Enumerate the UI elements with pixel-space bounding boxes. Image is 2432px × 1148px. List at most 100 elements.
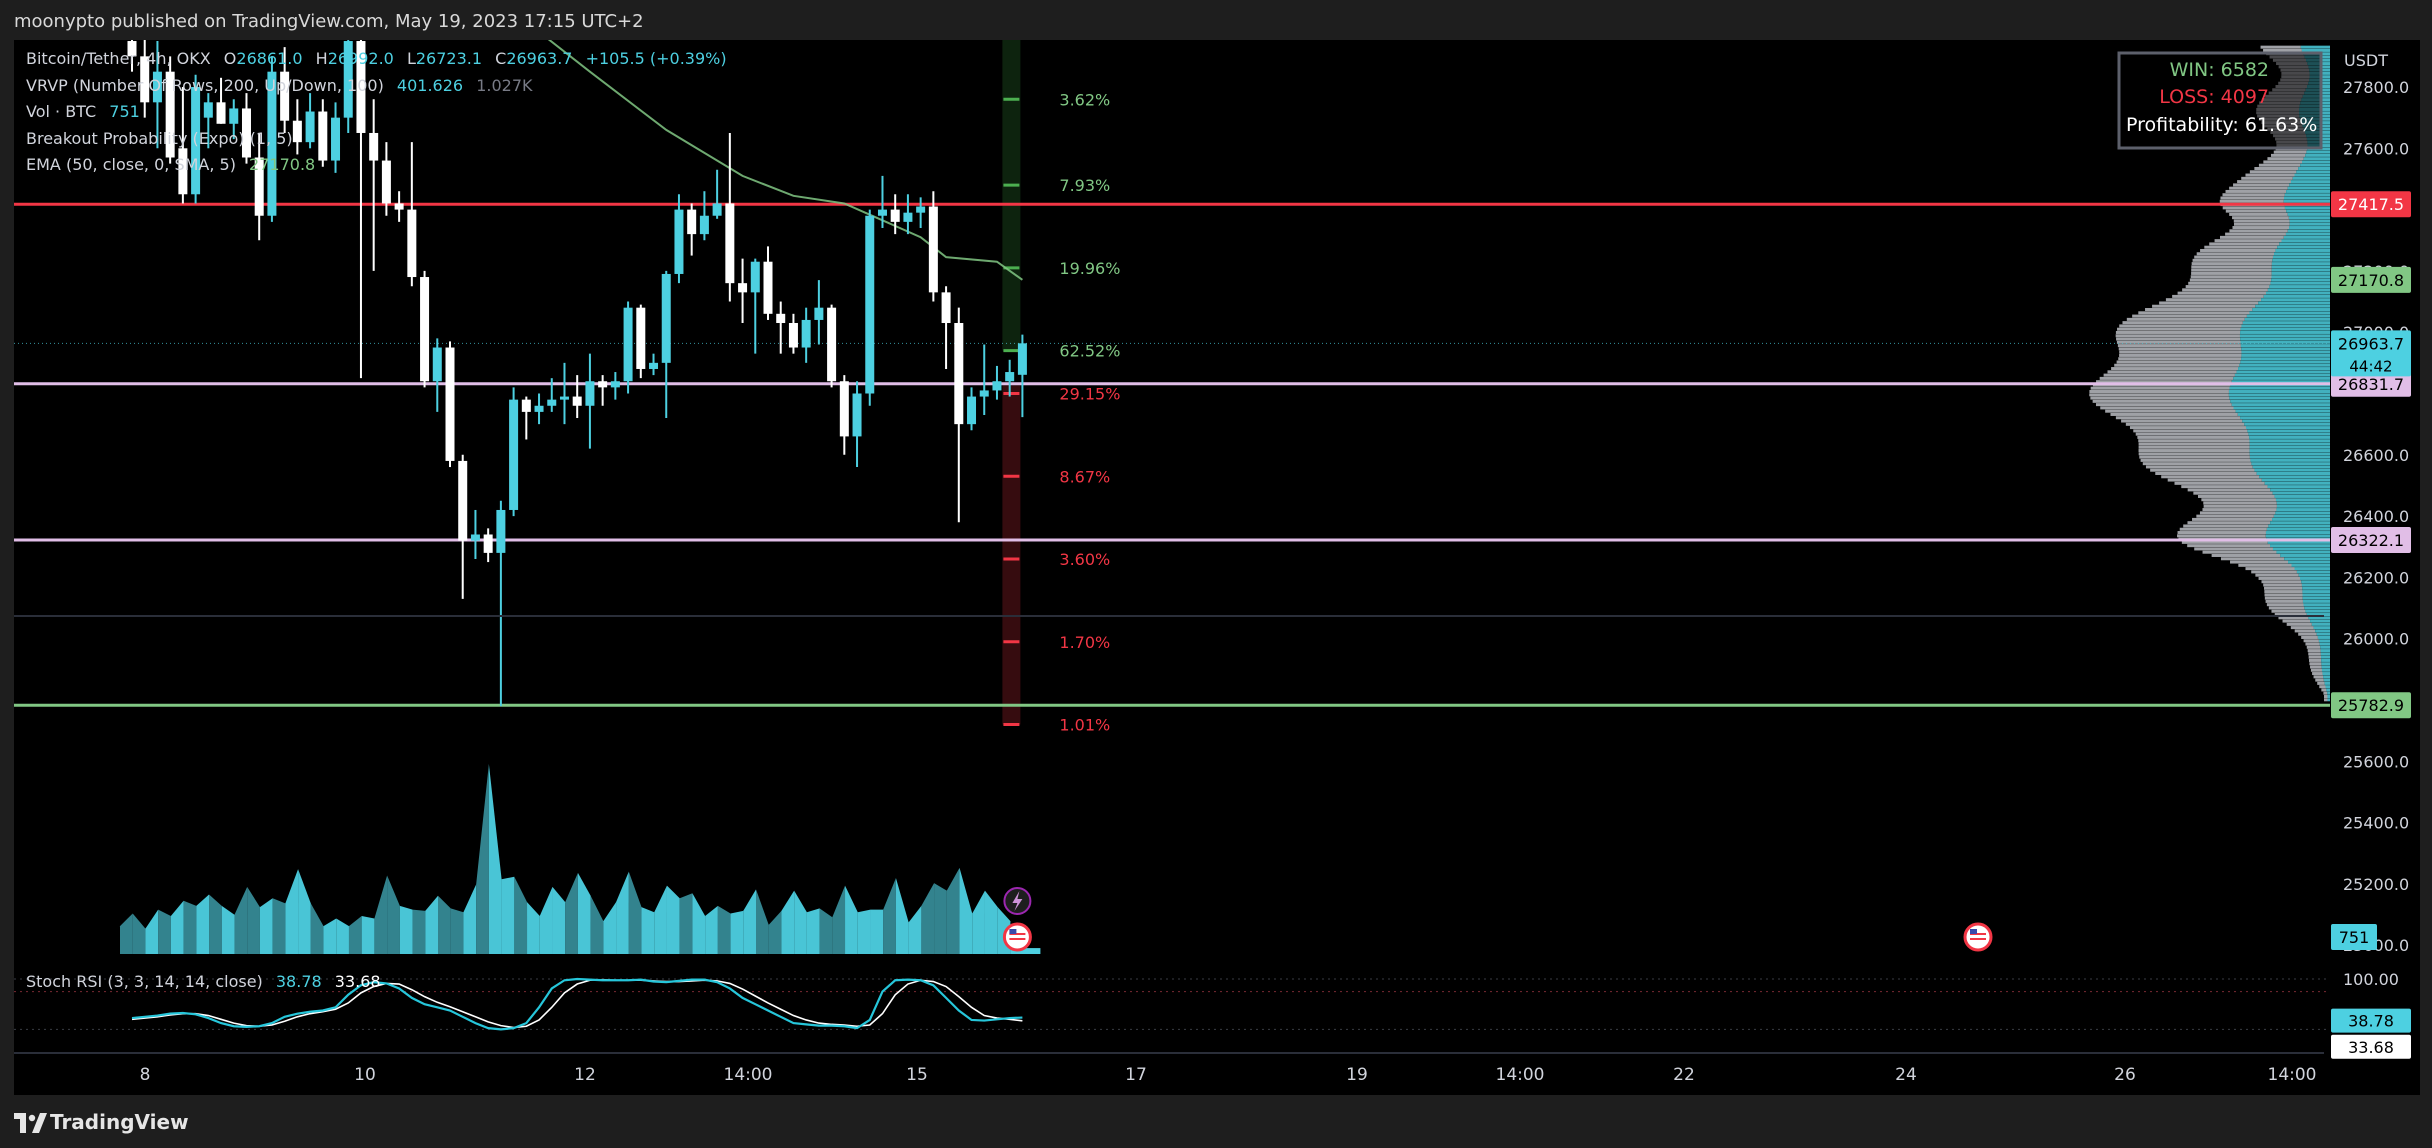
volume-area-segment <box>717 905 731 954</box>
volume-profile-row <box>2271 609 2306 613</box>
volume-profile-row-up <box>2240 360 2330 364</box>
tradingview-brand[interactable]: TradingView <box>50 1110 189 1134</box>
legend-symbol-line[interactable]: Bitcoin/Tether, 4h, OKX O26861.0 H26992.… <box>26 49 727 68</box>
time-tick-label: 12 <box>574 1065 596 1085</box>
tradingview-logo-icon[interactable] <box>14 1113 48 1135</box>
volume-profile-row <box>2194 255 2273 259</box>
volume-profile-row <box>2182 288 2268 292</box>
volume-profile-row <box>2177 291 2266 295</box>
volume-profile-row <box>2263 160 2303 164</box>
level-price-tag <box>2331 370 2411 397</box>
volume-profile-row <box>2202 550 2277 554</box>
candle-body <box>509 399 519 510</box>
volume-profile-row <box>2321 688 2327 692</box>
volume-profile-row-up <box>2287 229 2330 233</box>
volume-area-segment <box>870 909 884 954</box>
breakout-probability-layer: 3.62% 7.93% 19.96% 62.52% 29.15% 8.67% 3.60% 1.… <box>1002 40 1120 735</box>
legend-ema[interactable]: EMA (50, close, 0, SMA, 5) 27170.8 <box>26 155 315 174</box>
candle-body <box>788 323 798 348</box>
volume-profile-row-up <box>2302 160 2330 164</box>
volume-profile-row <box>2121 419 2243 423</box>
volume-area-segment <box>603 902 617 954</box>
volume-profile-row <box>2174 481 2265 485</box>
candle <box>534 393 544 425</box>
volume-profile-row <box>2263 583 2302 587</box>
candle <box>305 93 315 149</box>
candle <box>203 93 213 149</box>
volume-profile-row-up <box>2237 412 2330 416</box>
candle <box>458 454 468 599</box>
volume-profile-row <box>2110 412 2238 416</box>
candle-body <box>801 319 811 348</box>
candle-body <box>992 381 1002 391</box>
volume-profile-row <box>2115 416 2241 420</box>
volume-profile-row-up <box>2325 685 2330 689</box>
volume-profile-row-up <box>2229 386 2330 390</box>
volume-profile-row <box>2225 189 2287 193</box>
volume-profile-row <box>2249 170 2297 174</box>
candle <box>420 270 430 388</box>
level-price-tag-text: 26831.7 <box>2338 375 2404 394</box>
candle <box>331 102 341 173</box>
volume-profile-row <box>2191 265 2272 269</box>
volume-profile-row <box>2118 357 2242 361</box>
volume-profile-row <box>2323 691 2328 695</box>
legend-vrvp[interactable]: VRVP (Number Of Rows, 200, Up/Down, 100)… <box>26 76 533 95</box>
flag-stripe <box>1970 938 1986 940</box>
legend-breakout[interactable]: Breakout Probability (Expo) (1, 5) <box>26 129 293 148</box>
volume-profile-row-up <box>2279 242 2330 246</box>
candle <box>229 99 239 140</box>
volume-profile-row-up <box>2235 409 2330 413</box>
volume-profile-row-up <box>2294 173 2330 177</box>
volume-area-segment <box>679 893 693 954</box>
volume-profile-row <box>2232 216 2289 220</box>
candle-body <box>394 203 404 210</box>
volume-area-segment <box>781 890 795 954</box>
candle <box>992 365 1002 400</box>
volume-profile-row <box>2219 199 2284 203</box>
candle-body <box>598 381 608 388</box>
volume-profile-row-up <box>2252 308 2330 312</box>
volume-profile-row <box>2126 317 2245 321</box>
candle-body <box>827 307 837 382</box>
volume-profile-row <box>2298 632 2317 636</box>
candle-body <box>750 261 760 293</box>
candle <box>979 344 989 415</box>
volume-profile-row <box>2268 606 2305 610</box>
volume-area-segment <box>666 885 680 954</box>
candle-body <box>420 277 430 382</box>
candle <box>623 301 633 394</box>
candle-body <box>636 307 646 369</box>
legend-stoch-rsi[interactable]: Stoch RSI (3, 3, 14, 14, close) 38.78 33… <box>26 972 381 991</box>
volume-profile-row-up <box>2249 452 2330 456</box>
volume-profile-row-up <box>2261 478 2330 482</box>
volume-profile-row <box>2233 222 2290 226</box>
volume-profile-row <box>2229 212 2288 216</box>
candle <box>216 77 226 124</box>
chart-frame[interactable]: 3.62% 7.93% 19.96% 62.52% 29.15% 8.67% 3.60% 1.… <box>14 10 2420 1095</box>
candle-body <box>127 41 137 57</box>
volume-profile-row-up <box>2267 288 2330 292</box>
time-tick-label: 15 <box>906 1065 928 1085</box>
volume-profile-row <box>2219 235 2284 239</box>
volume-profile-row-up <box>2321 668 2330 672</box>
volume-profile-row <box>2278 616 2309 620</box>
volume-profile-row-up <box>2245 426 2330 430</box>
price-tick-label: 26200.0 <box>2343 568 2409 587</box>
volume-profile-row-up <box>2276 501 2330 505</box>
volume-profile-row-up <box>2241 353 2330 357</box>
volume-profile-row-up <box>2241 324 2330 328</box>
volume-profile-row <box>2138 449 2250 453</box>
volume-area-segment <box>120 913 133 954</box>
volume-profile-row-up <box>2300 163 2330 167</box>
volume-profile-row-up <box>2240 340 2330 344</box>
level-price-tag-text: 25782.9 <box>2338 696 2404 715</box>
legend-vol[interactable]: Vol · BTC 751 <box>26 102 140 121</box>
candle-body <box>725 203 735 284</box>
candle-body <box>941 292 951 324</box>
volume-profile-row <box>2111 367 2239 371</box>
volume-profile-row-up <box>2302 596 2330 600</box>
volume-profile-row-up <box>2269 285 2330 289</box>
volume-profile-row-up <box>2272 491 2330 495</box>
volume-profile-row-up <box>2285 232 2330 236</box>
